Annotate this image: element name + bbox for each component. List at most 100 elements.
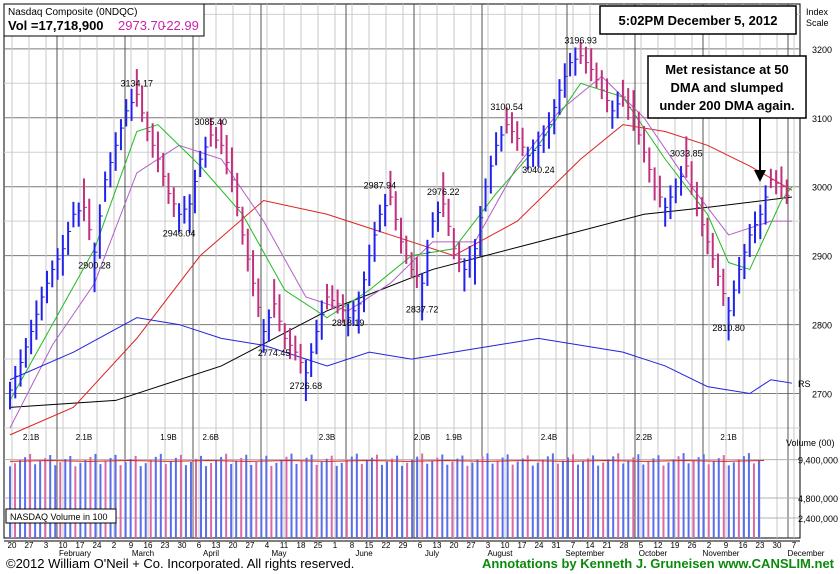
volume-tick-label: 2,400,000 bbox=[798, 514, 838, 524]
annotation-line-2: DMA and slumped bbox=[671, 80, 784, 95]
volume-peak-label: 2.1B bbox=[23, 433, 39, 442]
date-tick-label: 7 bbox=[571, 541, 576, 550]
date-tick-label: 13 bbox=[212, 541, 221, 550]
volume-panel-label-box bbox=[5, 508, 117, 524]
price-axis-label-1: Index bbox=[806, 7, 829, 17]
month-label: May bbox=[271, 549, 286, 558]
price-point-label: 2818.19 bbox=[332, 318, 365, 328]
price-tick-label: 2700 bbox=[812, 390, 832, 400]
price-tick-label: 2900 bbox=[812, 252, 832, 262]
timestamp-box bbox=[599, 5, 797, 35]
price-tick-label: 3000 bbox=[812, 183, 832, 193]
volume-peak-label: 2.1B bbox=[720, 433, 736, 442]
volume-peak-label: 1.9B bbox=[160, 433, 176, 442]
price-point-label: 2900.28 bbox=[78, 260, 111, 270]
month-label: August bbox=[488, 549, 514, 558]
date-tick-label: 30 bbox=[178, 541, 187, 550]
volume-tick-label: 4,800,000 bbox=[798, 494, 838, 504]
date-tick-label: 26 bbox=[688, 541, 697, 550]
date-tick-label: 27 bbox=[467, 541, 476, 550]
price-axis-label-2: Scale bbox=[806, 18, 829, 28]
month-label: June bbox=[355, 549, 373, 558]
price-tick-label: 3100 bbox=[812, 114, 832, 124]
date-tick-label: 6 bbox=[197, 541, 202, 550]
long-term-average-line bbox=[9, 196, 793, 408]
last-price: 2973.70 bbox=[118, 18, 165, 33]
date-tick-label: 7 bbox=[792, 541, 797, 550]
rs-line bbox=[9, 317, 793, 395]
date-tick-label: 11 bbox=[280, 541, 289, 550]
date-tick-label: 10 bbox=[501, 541, 510, 550]
volume-readout: Vol =17,718,900 bbox=[8, 18, 104, 33]
volume-tick-label: 9,400,000 bbox=[798, 456, 838, 466]
date-tick-label: 24 bbox=[93, 541, 102, 550]
copyright-text: ©2012 William O'Neil + Co. Incorporated.… bbox=[6, 556, 355, 571]
date-tick-label: 27 bbox=[25, 541, 34, 550]
month-label: September bbox=[565, 549, 604, 558]
annotation-line-3: under 200 DMA again. bbox=[659, 98, 794, 113]
date-tick-label: 20 bbox=[229, 541, 238, 550]
volume-panel-label: NASDAQ Volume in 100 bbox=[10, 512, 108, 522]
price-point-label: 3085.40 bbox=[195, 117, 228, 127]
date-tick-label: 17 bbox=[518, 541, 527, 550]
date-tick-label: 25 bbox=[314, 541, 323, 550]
date-tick-label: 22 bbox=[382, 541, 391, 550]
annotation: Met resistance at 50 DMA and slumped und… bbox=[647, 55, 807, 182]
price-tick-label: 2800 bbox=[812, 321, 832, 331]
date-tick-label: 23 bbox=[161, 541, 170, 550]
price-point-label: 2987.94 bbox=[364, 180, 397, 190]
annotation-box bbox=[647, 55, 807, 119]
month-label: October bbox=[639, 549, 668, 558]
volume-average-line bbox=[9, 459, 765, 462]
volume-bars bbox=[9, 453, 765, 538]
date-tick-label: 8 bbox=[350, 541, 355, 550]
volume-axis-label: Volume (00) bbox=[786, 438, 835, 448]
header-box bbox=[3, 3, 205, 37]
price-point-label: 3134.17 bbox=[121, 78, 154, 88]
volume-peak-label: 2.1B bbox=[76, 433, 92, 442]
annotation-arrowhead bbox=[754, 170, 766, 182]
date-tick-label: 16 bbox=[144, 541, 153, 550]
date-tick-label: 19 bbox=[671, 541, 680, 550]
date-tick-label: 14 bbox=[586, 541, 595, 550]
date-tick-label: 12 bbox=[654, 541, 663, 550]
volume-peak-label: 2.6B bbox=[203, 433, 219, 442]
date-tick-label: 24 bbox=[535, 541, 544, 550]
date-tick-label: 2 bbox=[112, 541, 117, 550]
date-tick-label: 23 bbox=[756, 541, 765, 550]
date-tick-label: 9 bbox=[724, 541, 729, 550]
date-tick-label: 3 bbox=[486, 541, 491, 550]
chart-title: Nasdaq Composite (0NDQC) bbox=[8, 7, 138, 18]
date-tick-label: 18 bbox=[297, 541, 306, 550]
date-tick-label: 10 bbox=[59, 541, 68, 550]
date-tick-label: 30 bbox=[773, 541, 782, 550]
annotations-credit: Annotations by Kenneth J. Gruneisen www.… bbox=[482, 556, 834, 571]
price-point-label: 2976.22 bbox=[427, 187, 460, 197]
date-tick-label: 20 bbox=[450, 541, 459, 550]
price-point-label: 2726.68 bbox=[290, 381, 323, 391]
price-point-label: 3100.54 bbox=[490, 102, 523, 112]
price-change: -22.99 bbox=[162, 18, 199, 33]
volume-peak-label: 2.0B bbox=[414, 433, 430, 442]
date-tick-label: 4 bbox=[265, 541, 270, 550]
rs-tag: RS bbox=[798, 379, 811, 389]
date-tick-label: 27 bbox=[246, 541, 255, 550]
date-tick-label: 1 bbox=[333, 541, 338, 550]
month-label: February bbox=[59, 549, 91, 558]
date-tick-label: 28 bbox=[620, 541, 629, 550]
date-tick-label: 31 bbox=[552, 541, 561, 550]
volume-peak-label: 1.9B bbox=[446, 433, 462, 442]
price-tick-label: 3200 bbox=[812, 45, 832, 55]
date-tick-label: 16 bbox=[739, 541, 748, 550]
month-label: July bbox=[425, 549, 439, 558]
date-tick-label: 29 bbox=[399, 541, 408, 550]
volume-peak-label: 2.2B bbox=[636, 433, 652, 442]
price-point-label: 3196.93 bbox=[564, 36, 597, 46]
price-point-label: 3040.24 bbox=[522, 165, 555, 175]
date-tick-label: 2 bbox=[707, 541, 712, 550]
price-labels: 3134.17 3085.40 2946.04 2900.28 2987.94 2976.… bbox=[78, 36, 745, 391]
date-tick-label: 17 bbox=[76, 541, 85, 550]
price-point-label: 3033.85 bbox=[670, 149, 703, 159]
